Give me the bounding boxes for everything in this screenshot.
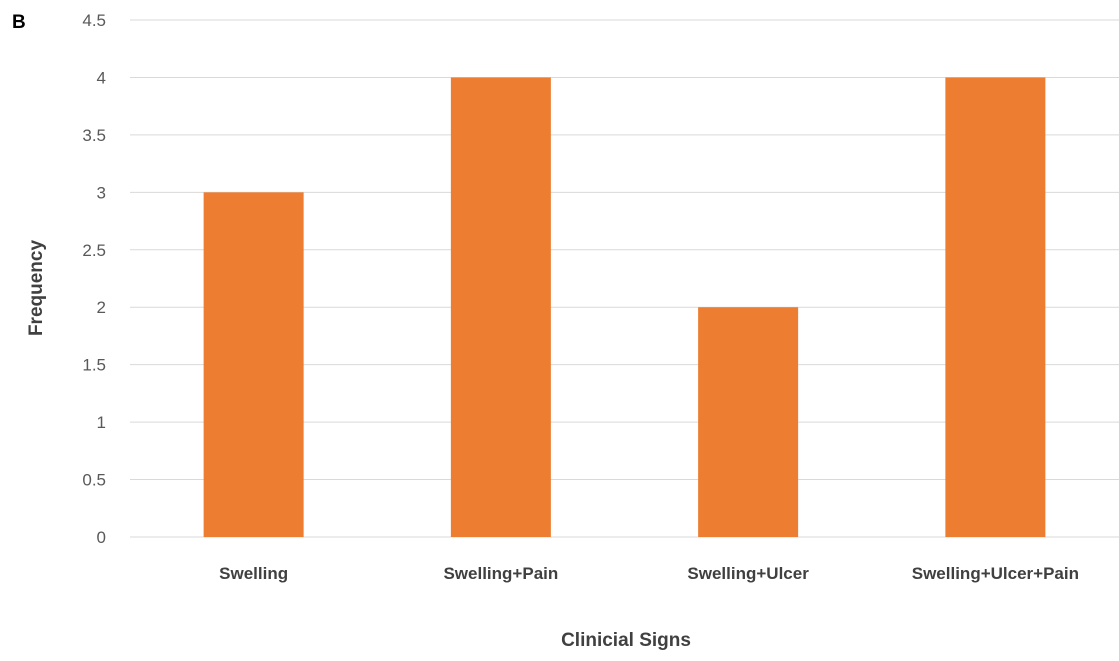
- y-tick-label: 2: [97, 298, 106, 317]
- bar: [450, 77, 551, 537]
- bar: [203, 192, 304, 538]
- y-tick-label: 4: [97, 68, 106, 87]
- panel-label: B: [12, 12, 26, 33]
- y-tick-label: 3.5: [82, 126, 106, 145]
- y-tick-label: 4.5: [82, 11, 106, 30]
- y-axis-tick-labels: 0 0.5 1 1.5 2 2.5 3 3.5 4 4.5: [82, 11, 106, 547]
- y-tick-label: 1.5: [82, 356, 106, 375]
- y-tick-label: 1: [97, 413, 106, 432]
- bars: [203, 77, 1046, 538]
- bar: [945, 77, 1046, 537]
- y-axis-title: Frequency: [26, 240, 47, 337]
- x-category-label: Swelling+Ulcer+Pain: [912, 564, 1079, 583]
- y-tick-label: 2.5: [82, 241, 106, 260]
- x-category-label: Swelling: [219, 564, 288, 583]
- y-tick-label: 3: [97, 183, 106, 202]
- y-tick-label: 0: [97, 528, 106, 547]
- x-category-label: Swelling+Pain: [443, 564, 558, 583]
- x-category-label: Swelling+Ulcer: [687, 564, 809, 583]
- x-axis-title: Clinicial Signs: [561, 630, 691, 651]
- x-axis-category-labels: Swelling Swelling+Pain Swelling+Ulcer Swell…: [219, 564, 1079, 583]
- bar: [698, 307, 799, 537]
- y-tick-label: 0.5: [82, 471, 106, 490]
